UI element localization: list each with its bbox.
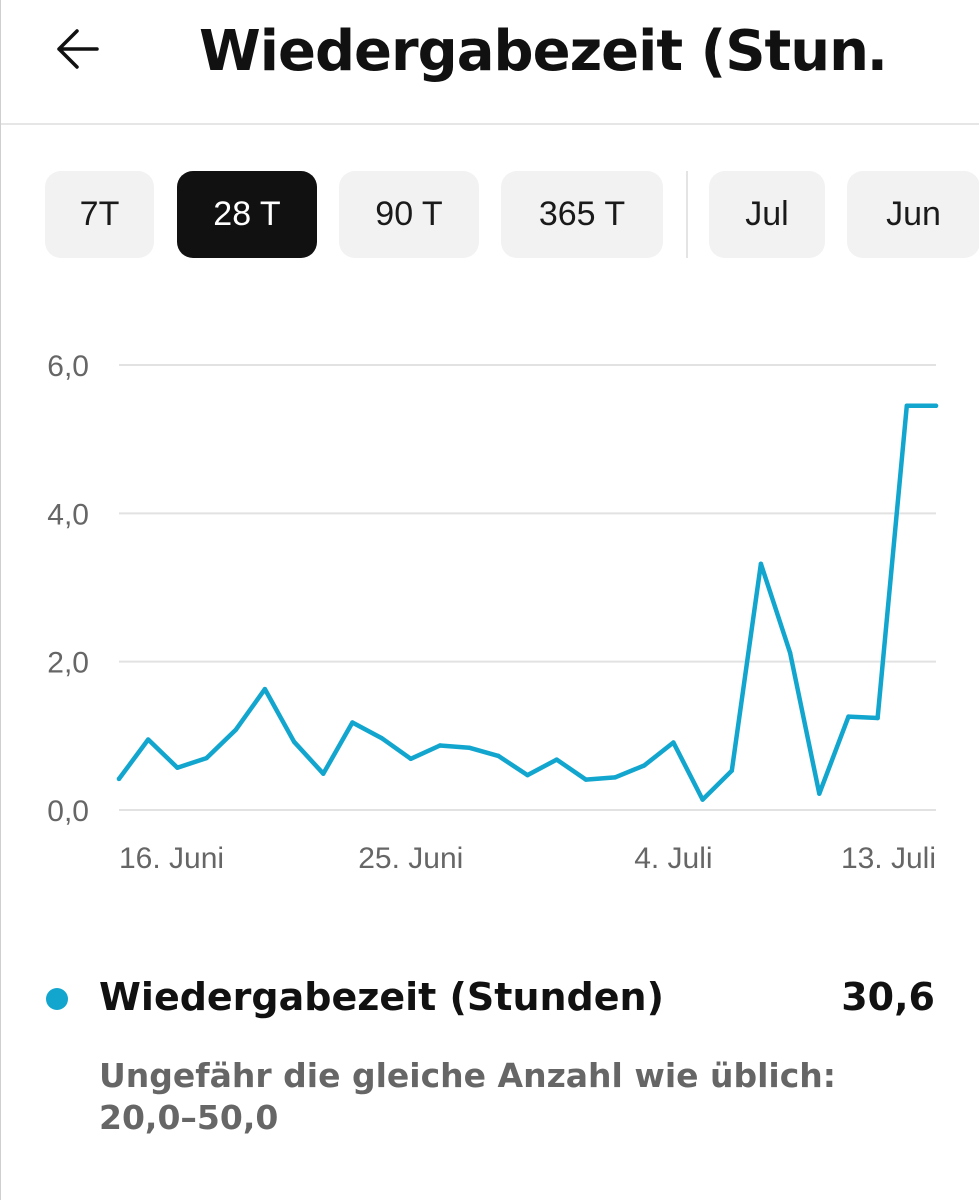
data-point — [437, 743, 443, 748]
data-point — [466, 745, 472, 750]
data-point — [787, 650, 793, 655]
y-tick-label: 4,0 — [47, 498, 89, 531]
legend-dot — [46, 988, 68, 1010]
data-point — [671, 740, 676, 745]
legend-total-value: 30,6 — [841, 975, 935, 1019]
filter-chip-7t[interactable]: 7T — [45, 171, 154, 258]
data-point — [846, 714, 851, 719]
page-title: Wiedergabezeit (Stun… — [199, 19, 889, 84]
series-line — [116, 403, 939, 802]
data-point — [496, 753, 501, 759]
data-point — [554, 757, 559, 762]
typical-range-note: Ungefähr die gleiche Anzahl wie üblich: … — [99, 1055, 859, 1139]
data-point — [233, 727, 238, 733]
data-point — [700, 797, 705, 802]
filter-chip-label: Jun — [886, 195, 941, 233]
period-filter-bar: 7T 28 T 90 T 365 T Jul Jun — [45, 171, 979, 258]
data-point — [350, 720, 355, 725]
x-tick-label: 16. Juni — [119, 842, 224, 875]
data-point — [817, 791, 822, 796]
filter-chip-90t[interactable]: 90 T — [339, 171, 479, 258]
watch-time-chart: 0,0 2,0 4,0 6,0 16. Juni 25. Juni 4. Juli 13. … — [47, 350, 939, 875]
data-point — [175, 765, 180, 770]
filter-chip-jul[interactable]: Jul — [709, 171, 825, 258]
x-tick-label: 13. Juli — [841, 842, 936, 875]
data-point — [904, 403, 910, 408]
filter-chip-label: 28 T — [213, 195, 281, 233]
data-point — [729, 768, 734, 773]
filter-chip-label: 90 T — [375, 195, 443, 233]
data-point — [758, 561, 764, 566]
typical-range-note-text: Ungefähr die gleiche Anzahl wie üblich: — [99, 1056, 836, 1095]
data-point — [612, 775, 618, 780]
data-point — [116, 776, 122, 782]
arrow-left-icon — [57, 29, 99, 69]
data-point — [291, 739, 297, 744]
data-point — [145, 737, 151, 742]
back-button[interactable] — [51, 20, 111, 80]
x-tick-label: 4. Juli — [634, 842, 712, 875]
data-point — [525, 772, 530, 778]
filter-chip-28t[interactable]: 28 T — [177, 171, 317, 258]
data-point — [204, 755, 209, 761]
data-point — [379, 735, 384, 741]
data-point — [262, 686, 268, 692]
filter-chip-365t[interactable]: 365 T — [501, 171, 663, 258]
filter-chip-label: 7T — [79, 195, 120, 233]
filter-divider — [686, 171, 688, 258]
filter-chip-label: 365 T — [538, 195, 626, 233]
data-point — [321, 771, 326, 776]
data-point — [408, 756, 413, 762]
legend-label: Wiedergabezeit (Stunden) — [99, 975, 664, 1019]
y-tick-label: 2,0 — [47, 647, 89, 680]
filter-chip-jun[interactable]: Jun — [847, 171, 979, 258]
typical-range-value: 20,0–50,0 — [99, 1098, 279, 1137]
y-tick-label: 0,0 — [47, 795, 89, 828]
data-point — [642, 763, 647, 768]
x-tick-label: 25. Juni — [358, 842, 463, 875]
data-point — [875, 715, 880, 721]
data-point — [583, 777, 589, 782]
data-point — [933, 403, 939, 408]
y-tick-label: 6,0 — [47, 350, 89, 383]
filter-chip-label: Jul — [745, 195, 789, 233]
top-app-bar: Wiedergabezeit (Stun… — [1, 0, 979, 125]
